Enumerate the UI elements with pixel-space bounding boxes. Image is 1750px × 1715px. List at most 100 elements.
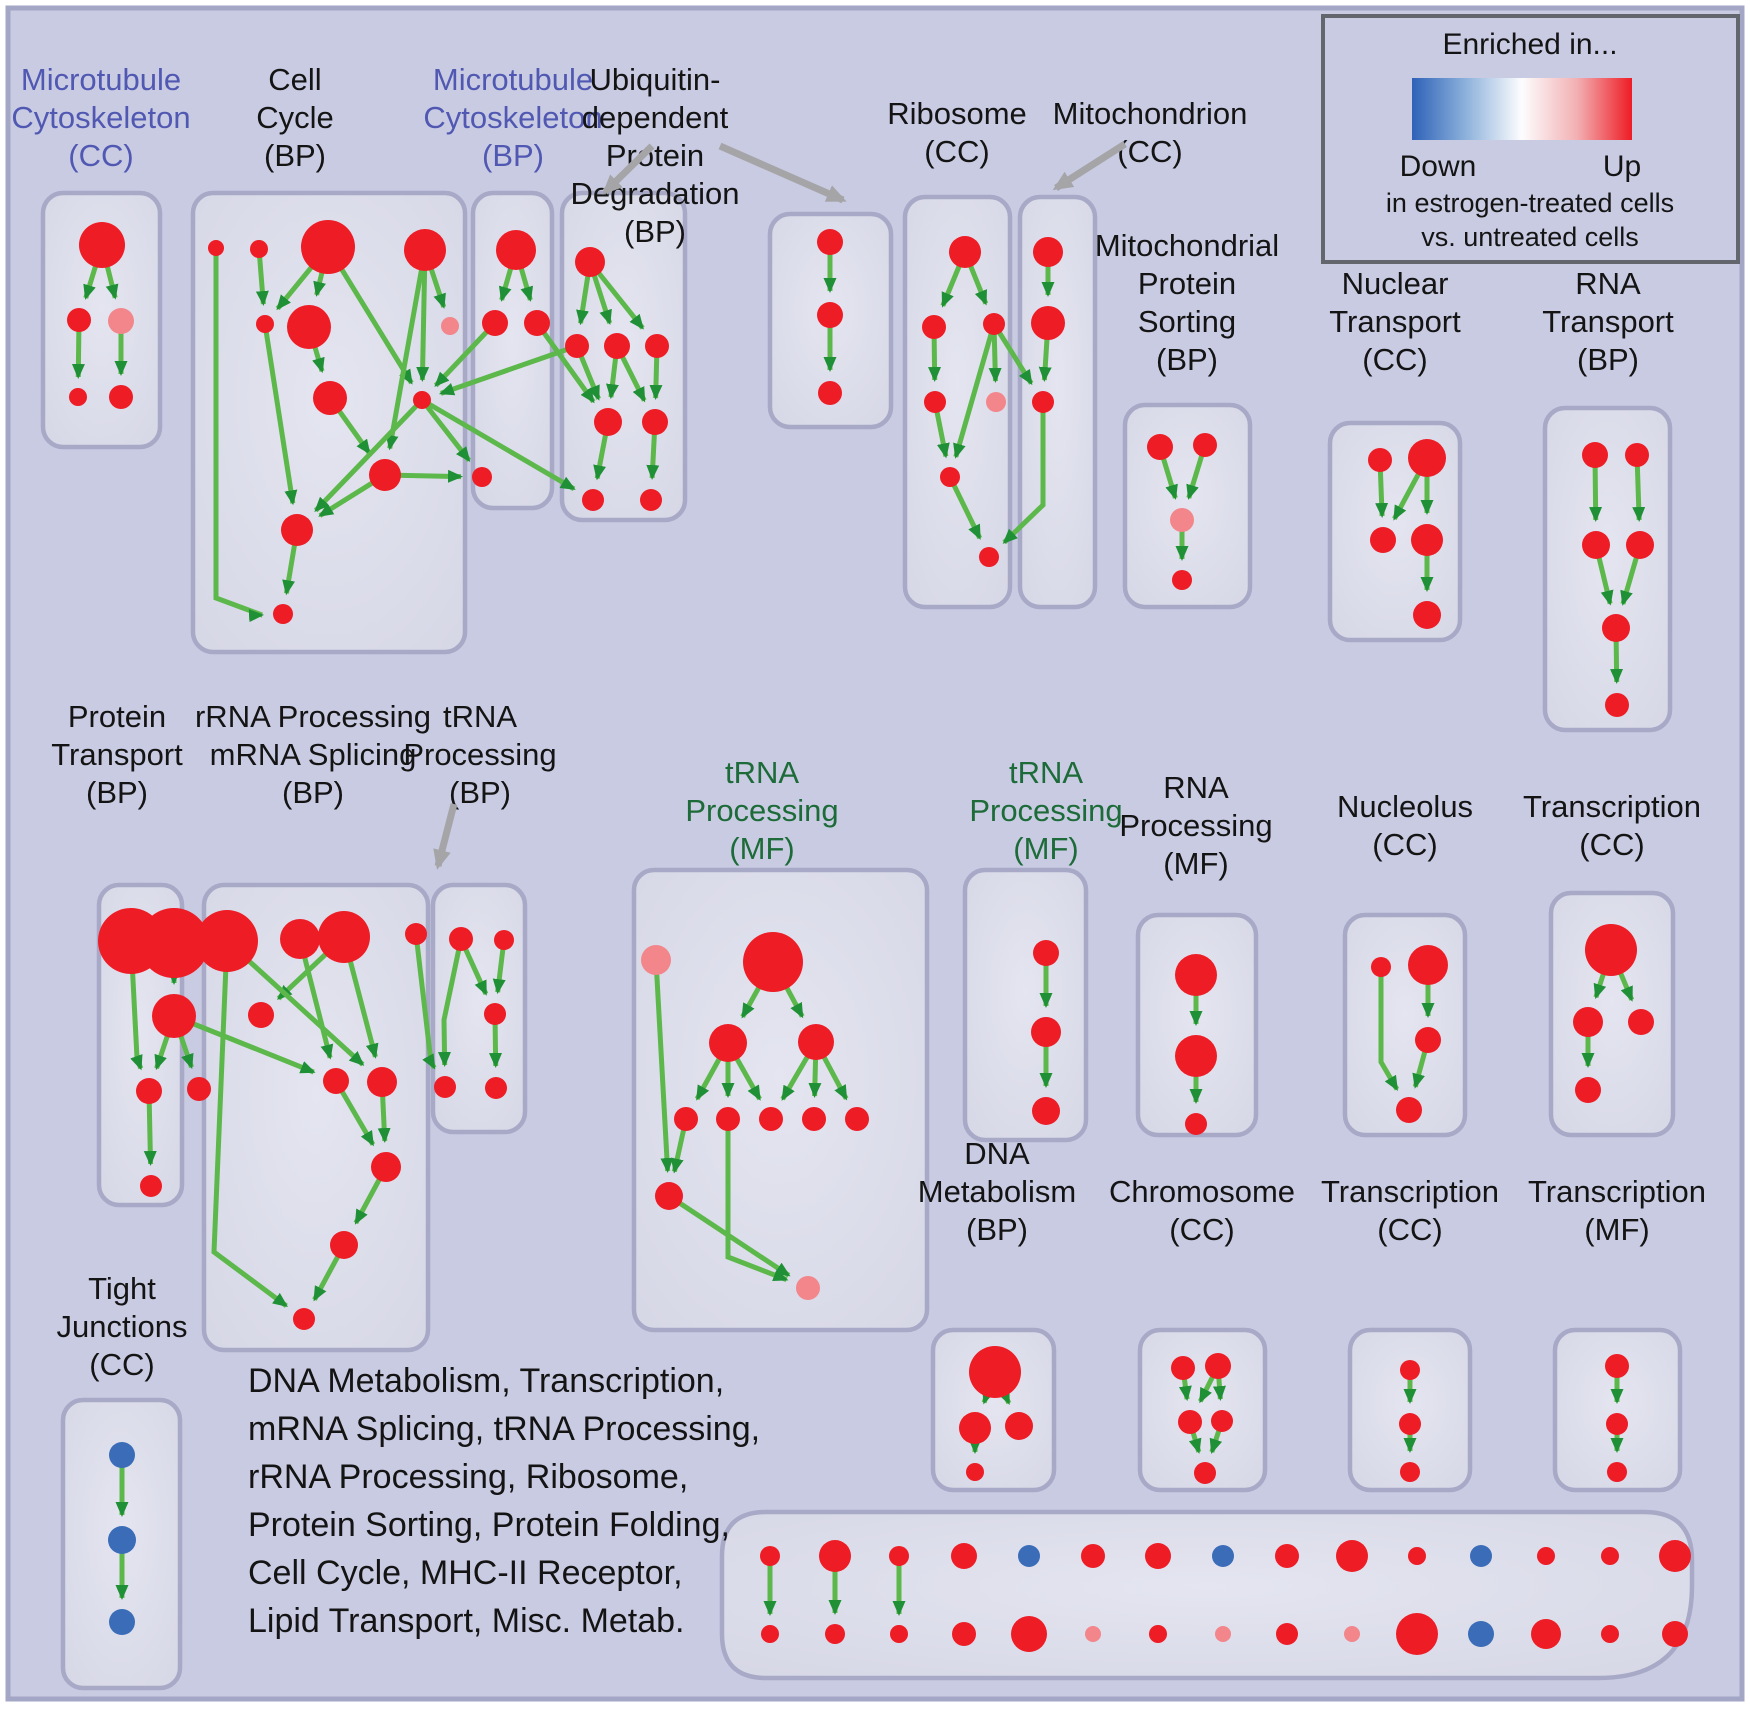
dna-metabolism-bp-node-1 [959, 1412, 991, 1444]
ubiquitin-degradation-box2-node-0 [817, 229, 843, 255]
tight-junctions-cc-label-line-1: Junctions [57, 1309, 188, 1344]
misc-categories-text-line-0: DNA Metabolism, Transcription, [248, 1362, 724, 1400]
cell-cycle-bp-node-3 [404, 229, 446, 271]
microtubule-cytoskeleton-bp-box [470, 190, 555, 511]
misc-cluster-strip-node-12 [1537, 1547, 1555, 1565]
nuclear-transport-cc-label-line-1: Transport [1329, 304, 1461, 339]
nuclear-transport-cc-label-line-0: Nuclear [1342, 266, 1449, 301]
trna-processing-bp-node-4 [485, 1077, 507, 1099]
ubiquitin-dependent-protein-degradation-bp-node-7 [640, 489, 662, 511]
tight-junctions-cc-node-2 [109, 1609, 135, 1635]
ubiquitin-dependent-protein-degradation-bp-label-line-3: Degradation [571, 176, 740, 211]
transcription-cc-bottom-box [1347, 1327, 1473, 1493]
ubiquitin-dependent-protein-degradation-bp-node-6 [582, 489, 604, 511]
nucleolus-cc-node-3 [1396, 1097, 1422, 1123]
transcription-mf-node-0 [1605, 1354, 1629, 1378]
misc-cluster-strip-node-28 [1601, 1625, 1619, 1643]
dna-metabolism-bp-node-3 [966, 1463, 984, 1481]
trna-processing-mf-large-label-line-0: tRNA [725, 755, 799, 790]
microtubule-cytoskeleton-cc-box [40, 190, 163, 450]
transcription-cc-bottom-node-0 [1400, 1360, 1420, 1380]
microtubule-cytoskeleton-bp-node-3 [472, 467, 492, 487]
cell-cycle-bp-node-0 [208, 240, 224, 256]
trna-processing-mf-large-node-2 [709, 1024, 747, 1062]
cross-edge-10 [413, 933, 437, 1070]
chromosome-cc-node-0 [1171, 1356, 1195, 1380]
dna-metabolism-bp-box [930, 1327, 1057, 1493]
nucleolus-cc-node-2 [1415, 1027, 1441, 1053]
layer-overlays: DNA Metabolism, Transcription, mRNA Splic… [248, 14, 1740, 1640]
misc-cluster-strip-node-17 [890, 1625, 908, 1643]
ubiquitin-dependent-protein-degradation-bp-node-4 [594, 408, 622, 436]
rrna-processing-mrna-splicing-bp-box [201, 882, 431, 1353]
cell-cycle-bp-node-4 [256, 315, 274, 333]
mitochondrion-cc-box [1017, 194, 1098, 610]
trna-processing-bp-node-3 [434, 1076, 456, 1098]
cross-edge-5 [534, 321, 596, 404]
rna-processing-mf-label-line-0: RNA [1163, 770, 1229, 805]
ribosome-cc-node-5 [940, 467, 960, 487]
trna-processing-bp-label-line-2: (BP) [449, 775, 511, 810]
rrna-processing-mrna-splicing-bp-label-line-0: rRNA Processing [195, 699, 431, 734]
protein-transport-bp-label-line-2: (BP) [86, 775, 148, 810]
misc-categories-text-line-3: Protein Sorting, Protein Folding, [248, 1506, 730, 1544]
protein-transport-bp-node-1 [139, 908, 209, 978]
protein-transport-bp-node-2 [152, 994, 196, 1038]
ubiquitin-dependent-protein-degradation-bp-label-line-4: (BP) [624, 214, 686, 249]
trna-processing-mf-small-node-2 [1032, 1097, 1060, 1125]
microtubule-cytoskeleton-bp-label-line-2: (BP) [482, 138, 544, 173]
dna-metabolism-bp-label-line-2: (BP) [966, 1212, 1028, 1247]
cell-cycle-bp-node-6 [441, 317, 459, 335]
mitochondrial-protein-sorting-bp-node-0 [1147, 434, 1173, 460]
nucleolus-cc-edge-2 [1378, 967, 1400, 1091]
ribosome-cc-node-1 [922, 315, 946, 339]
transcription-cc-mid-node-2 [1628, 1009, 1654, 1035]
mitochondrial-protein-sorting-bp-label-line-0: Mitochondrial [1095, 228, 1279, 263]
microtubule-cytoskeleton-cc-node-0 [79, 222, 125, 268]
ribosome-cc-node-2 [983, 313, 1005, 335]
misc-cluster-strip-node-16 [825, 1624, 845, 1644]
ribosome-cc-edge-6 [947, 475, 983, 540]
misc-categories-text-line-4: Cell Cycle, MHC-II Receptor, [248, 1554, 683, 1592]
ubiquitin-dependent-protein-degradation-bp-node-5 [642, 409, 668, 435]
rrna-processing-mrna-splicing-bp-node-7 [187, 1077, 211, 1101]
misc-categories-text-line-1: mRNA Splicing, tRNA Processing, [248, 1410, 760, 1448]
misc-cluster-strip-node-4 [1018, 1545, 1040, 1567]
transcription-cc-bottom-label-line-1: (CC) [1377, 1212, 1442, 1247]
trna-processing-mf-large-node-8 [845, 1107, 869, 1131]
misc-cluster-strip-node-13 [1601, 1547, 1619, 1565]
trna-processing-mf-small-node-0 [1033, 940, 1059, 966]
trna-processing-mf-large-node-10 [796, 1276, 820, 1300]
rrna-processing-mrna-splicing-bp-node-2 [318, 911, 370, 963]
microtubule-cytoskeleton-bp-node-0 [496, 230, 536, 270]
transcription-mf-node-2 [1607, 1462, 1627, 1482]
ubiquitin-dependent-protein-degradation-bp-node-0 [575, 247, 605, 277]
trna-processing-bp-label-line-1: Processing [403, 737, 556, 772]
misc-cluster-strip-box [719, 1509, 1695, 1681]
nuclear-transport-cc-node-4 [1413, 601, 1441, 629]
ubiquitin-dependent-protein-degradation-bp-node-2 [604, 333, 630, 359]
trna-processing-mf-small-box [962, 867, 1089, 1143]
misc-cluster-strip-node-8 [1275, 1544, 1299, 1568]
transcription-cc-bottom-label-line-0: Transcription [1321, 1174, 1499, 1209]
rna-transport-bp-label-line-0: RNA [1575, 266, 1641, 301]
cross-edge-9 [173, 1013, 316, 1075]
dna-metabolism-bp-label-line-0: DNA [964, 1136, 1030, 1171]
cell-cycle-bp-node-7 [313, 381, 347, 415]
chromosome-cc-label-line-0: Chromosome [1109, 1174, 1295, 1209]
misc-cluster-strip-node-2 [889, 1546, 909, 1566]
cell-cycle-bp-node-5 [287, 305, 331, 349]
microtubule-cytoskeleton-cc-node-4 [109, 385, 133, 409]
rrna-processing-mrna-splicing-bp-node-5 [323, 1068, 349, 1094]
rrna-processing-mrna-splicing-bp-node-8 [371, 1152, 401, 1182]
chromosome-cc-label-line-1: (CC) [1169, 1212, 1234, 1247]
ribosome-cc-label-line-1: (CC) [924, 134, 989, 169]
misc-cluster-strip-node-11 [1470, 1545, 1492, 1567]
ubiquitin-dependent-protein-degradation-bp-label-line-1: dependent [582, 100, 729, 135]
microtubule-cytoskeleton-cc-node-1 [67, 308, 91, 332]
transcription-cc-mid-node-3 [1575, 1077, 1601, 1103]
cell-cycle-bp-node-2 [301, 220, 355, 274]
trna-processing-mf-small-label-line-1: Processing [969, 793, 1122, 828]
chromosome-cc-node-1 [1205, 1353, 1231, 1379]
